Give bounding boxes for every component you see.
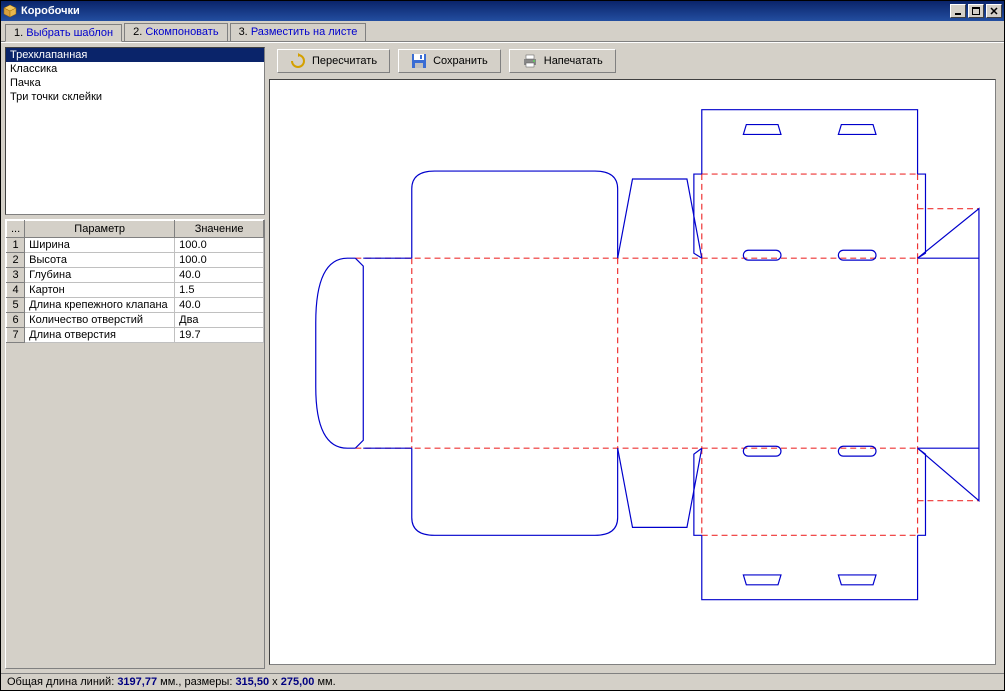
row-index: 5 [7,298,25,313]
param-name: Картон [25,283,175,298]
tab-label: Выбрать шаблон [26,27,113,39]
table-row[interactable]: 5Длина крепежного клапана40.0 [7,298,264,313]
param-name: Длина крепежного клапана [25,298,175,313]
app-window: Коробочки 1. Выбрать шаблон 2. Скомпонов… [0,0,1005,691]
parameter-table-wrap: ... Параметр Значение 1Ширина100.02Высот… [5,219,265,669]
tab-label: Скомпоновать [145,26,218,38]
row-index: 4 [7,283,25,298]
table-row[interactable]: 3Глубина40.0 [7,268,264,283]
tab-layout-on-sheet[interactable]: 3. Разместить на листе [230,23,367,41]
close-button[interactable] [986,4,1002,18]
tab-compose[interactable]: 2. Скомпоновать [124,23,227,41]
titlebar: Коробочки [1,1,1004,21]
status-total-length: 3197,77 [117,676,157,688]
status-bar: Общая длина линий: 3197,77 мм., размеры:… [1,673,1004,690]
param-name: Глубина [25,268,175,283]
template-list-item[interactable]: Трехклапанная [6,48,264,62]
param-name: Количество отверстий [25,313,175,328]
window-controls [950,4,1002,18]
param-value[interactable]: 19.7 [175,328,264,343]
param-value[interactable]: 40.0 [175,268,264,283]
row-index: 6 [7,313,25,328]
drawing-canvas[interactable] [269,79,996,665]
recalculate-button[interactable]: Пересчитать [277,49,390,73]
main-body: ТрехклапаннаяКлассикаПачкаТри точки скле… [1,42,1004,673]
tab-choose-template[interactable]: 1. Выбрать шаблон [5,24,122,42]
refresh-icon [290,53,306,69]
maximize-button[interactable] [968,4,984,18]
template-list-item[interactable]: Классика [6,62,264,76]
row-index: 3 [7,268,25,283]
left-panel: ТрехклапаннаяКлассикаПачкаТри точки скле… [1,43,269,673]
template-list-item[interactable]: Пачка [6,76,264,90]
status-width: 315,50 [235,676,269,688]
param-value[interactable]: 100.0 [175,238,264,253]
table-row[interactable]: 7Длина отверстия19.7 [7,328,264,343]
window-title: Коробочки [21,5,950,17]
param-value[interactable]: 1.5 [175,283,264,298]
param-name: Длина отверстия [25,328,175,343]
table-row[interactable]: 6Количество отверстийДва [7,313,264,328]
minimize-button[interactable] [950,4,966,18]
template-list[interactable]: ТрехклапаннаяКлассикаПачкаТри точки скле… [5,47,265,215]
param-value[interactable]: Два [175,313,264,328]
table-row[interactable]: 4Картон1.5 [7,283,264,298]
table-row[interactable]: 2Высота100.0 [7,253,264,268]
table-row[interactable]: 1Ширина100.0 [7,238,264,253]
tab-label: Разместить на листе [251,26,358,38]
row-index: 2 [7,253,25,268]
right-panel: Пересчитать Сохранить Напечатать [269,43,1004,673]
row-index: 1 [7,238,25,253]
status-height: 275,00 [281,676,315,688]
save-button[interactable]: Сохранить [398,49,501,73]
tabs-row: 1. Выбрать шаблон 2. Скомпоновать 3. Раз… [1,21,1004,42]
param-name: Высота [25,253,175,268]
print-icon [522,53,538,69]
param-value[interactable]: 40.0 [175,298,264,313]
col-index[interactable]: ... [7,221,25,238]
save-icon [411,53,427,69]
box-icon [3,4,17,18]
param-name: Ширина [25,238,175,253]
print-button[interactable]: Напечатать [509,49,616,73]
template-list-item[interactable]: Три точки склейки [6,90,264,104]
col-value[interactable]: Значение [175,221,264,238]
param-value[interactable]: 100.0 [175,253,264,268]
row-index: 7 [7,328,25,343]
parameter-table[interactable]: ... Параметр Значение 1Ширина100.02Высот… [6,220,264,343]
col-name[interactable]: Параметр [25,221,175,238]
toolbar: Пересчитать Сохранить Напечатать [269,43,1004,79]
